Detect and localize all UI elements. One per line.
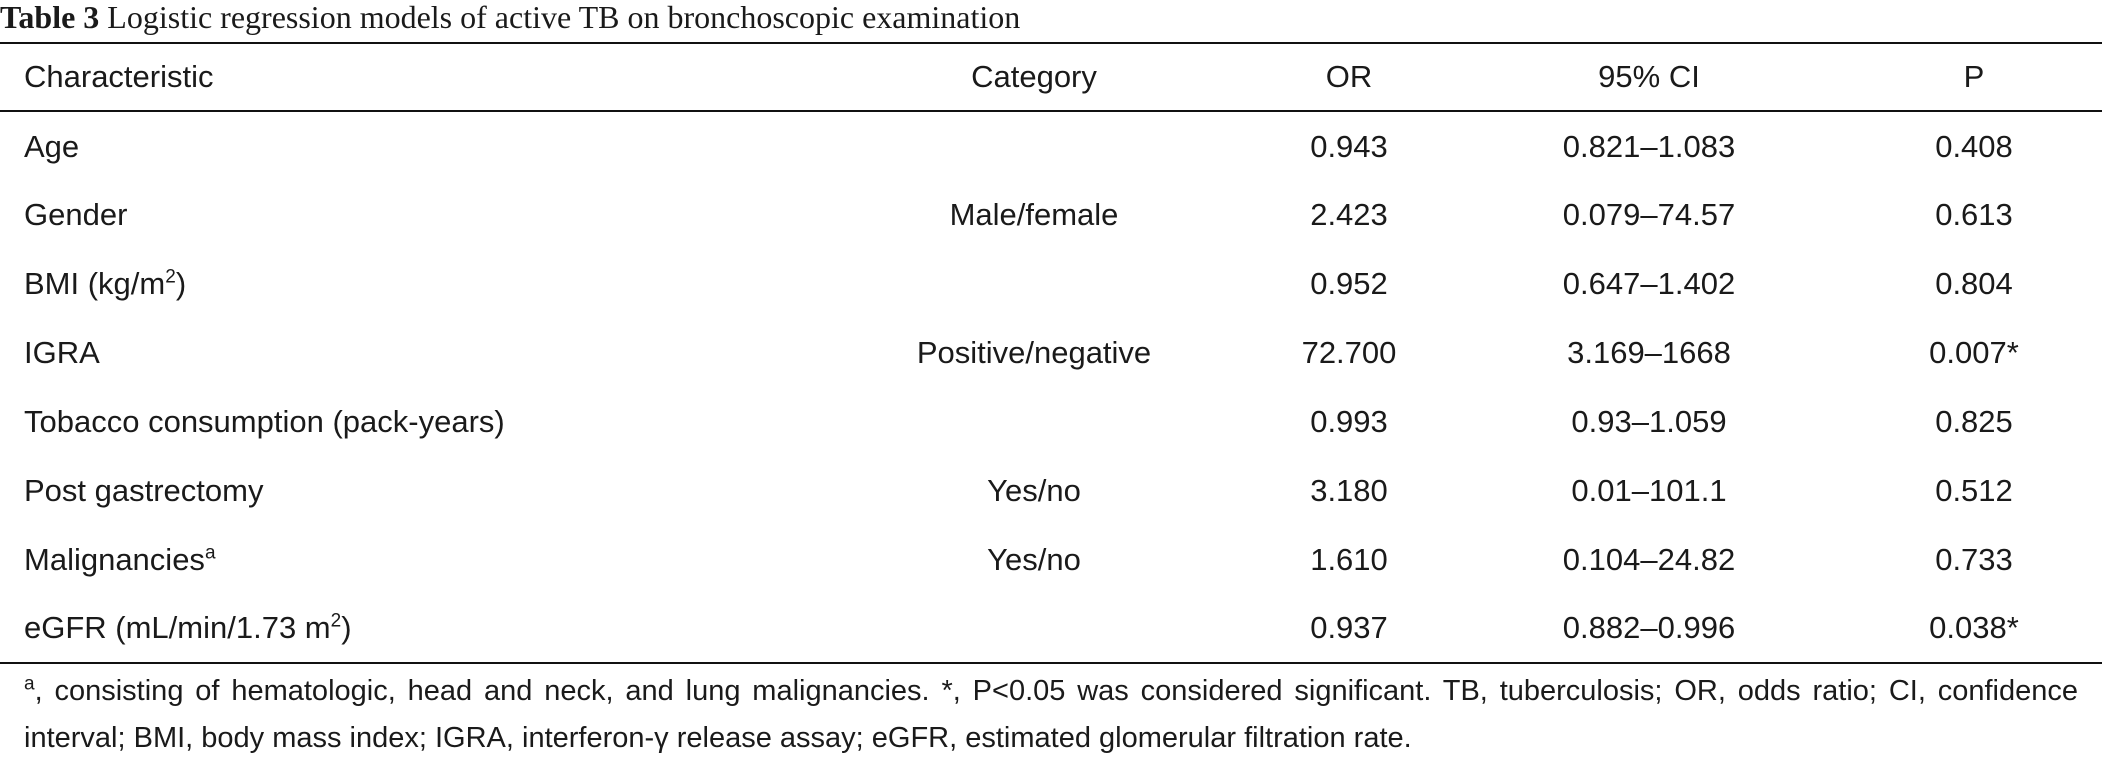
table-caption: Table 3 Logistic regression models of ac… (0, 0, 1020, 40)
cell-ci: 0.821–1.083 (1562, 129, 1736, 164)
header-row: Characteristic Category OR 95% CI P (0, 43, 2102, 111)
table-row: Post gastrectomy Yes/no 3.180 0.01–101.1… (0, 456, 2102, 525)
table-row: BMI (kg/m2) 0.952 0.647–1.402 0.804 (0, 249, 2102, 318)
header-or: OR (1325, 59, 1373, 94)
characteristic-suffix: ) (175, 265, 187, 301)
cell-ci: 0.882–0.996 (1562, 610, 1736, 645)
cell-category: Male/female (949, 196, 1119, 232)
cell-p: 0.038* (1929, 610, 2019, 645)
cell-characteristic: BMI (kg/m2) (0, 249, 844, 318)
cell-p: 0.804 (1935, 265, 2013, 301)
characteristic-sup: a (204, 542, 216, 564)
characteristic-text: IGRA (24, 334, 100, 370)
cell-p: 0.512 (1935, 472, 2013, 508)
cell-p: 0.408 (1935, 129, 2013, 164)
cell-characteristic: Tobacco consumption (pack-years) (0, 387, 844, 456)
table-row: Gender Male/female 2.423 0.079–74.57 0.6… (0, 180, 2102, 249)
cell-or: 3.180 (1310, 472, 1388, 508)
cell-p: 0.613 (1935, 196, 2013, 232)
cell-category (844, 387, 1224, 456)
characteristic-text: Post gastrectomy (24, 472, 264, 508)
table-row: IGRA Positive/negative 72.700 3.169–1668… (0, 318, 2102, 387)
regression-table: Characteristic Category OR 95% CI P Age … (0, 42, 2102, 664)
cell-or: 0.993 (1310, 403, 1388, 439)
cell-p: 0.825 (1935, 403, 2013, 439)
characteristic-text: Tobacco consumption (pack-years) (24, 403, 505, 439)
cell-p: 0.007* (1929, 334, 2019, 370)
cell-p: 0.733 (1935, 541, 2013, 577)
cell-ci: 0.647–1.402 (1562, 265, 1736, 301)
cell-category (844, 594, 1224, 663)
characteristic-sup: 2 (165, 266, 176, 288)
cell-category: Positive/negative (916, 334, 1152, 370)
cell-characteristic: IGRA (0, 318, 844, 387)
cell-characteristic: eGFR (mL/min/1.73 m2) (0, 594, 844, 663)
table-number: Table 3 (0, 0, 100, 35)
cell-or: 0.952 (1310, 265, 1388, 301)
table-row: Tobacco consumption (pack-years) 0.993 0… (0, 387, 2102, 456)
characteristic-sup: 2 (330, 610, 342, 632)
cell-or: 2.423 (1310, 196, 1388, 232)
cell-ci: 3.169–1668 (1567, 334, 1731, 370)
cell-or: 0.943 (1310, 129, 1388, 164)
cell-or: 0.937 (1310, 610, 1388, 645)
cell-ci: 0.079–74.57 (1562, 196, 1736, 232)
header-p: P (1963, 59, 1985, 94)
table-row: Age 0.943 0.821–1.083 0.408 (0, 111, 2102, 180)
cell-characteristic: Malignanciesa (0, 525, 844, 594)
table-footnote: a, consisting of hematologic, head and n… (24, 668, 2078, 762)
cell-characteristic: Post gastrectomy (0, 456, 844, 525)
footnote-text: , consisting of hematologic, head and ne… (24, 675, 2078, 754)
cell-or: 72.700 (1301, 334, 1397, 370)
cell-category: Yes/no (987, 472, 1081, 508)
characteristic-suffix: ) (341, 610, 352, 645)
header-characteristic: Characteristic (24, 59, 214, 94)
cell-category (844, 249, 1224, 318)
characteristic-text: Malignancies (24, 541, 205, 577)
table-title: Logistic regression models of active TB … (107, 0, 1021, 35)
characteristic-text: Gender (24, 196, 128, 232)
cell-category (844, 111, 1224, 180)
cell-ci: 0.104–24.82 (1562, 541, 1736, 577)
cell-ci: 0.93–1.059 (1571, 403, 1727, 439)
cell-ci: 0.01–101.1 (1571, 472, 1727, 508)
table-row: eGFR (mL/min/1.73 m2) 0.937 0.882–0.996 … (0, 594, 2102, 663)
footnote-sup: a (24, 673, 35, 695)
table-row: Malignanciesa Yes/no 1.610 0.104–24.82 0… (0, 525, 2102, 594)
cell-characteristic: Age (0, 111, 844, 180)
cell-or: 1.610 (1310, 541, 1388, 577)
header-ci: 95% CI (1598, 59, 1700, 94)
cell-characteristic: Gender (0, 180, 844, 249)
characteristic-text: BMI (kg/m (24, 265, 166, 301)
characteristic-text: eGFR (mL/min/1.73 m (24, 610, 331, 645)
cell-category: Yes/no (987, 541, 1081, 577)
header-category: Category (971, 59, 1097, 94)
characteristic-text: Age (24, 129, 80, 164)
